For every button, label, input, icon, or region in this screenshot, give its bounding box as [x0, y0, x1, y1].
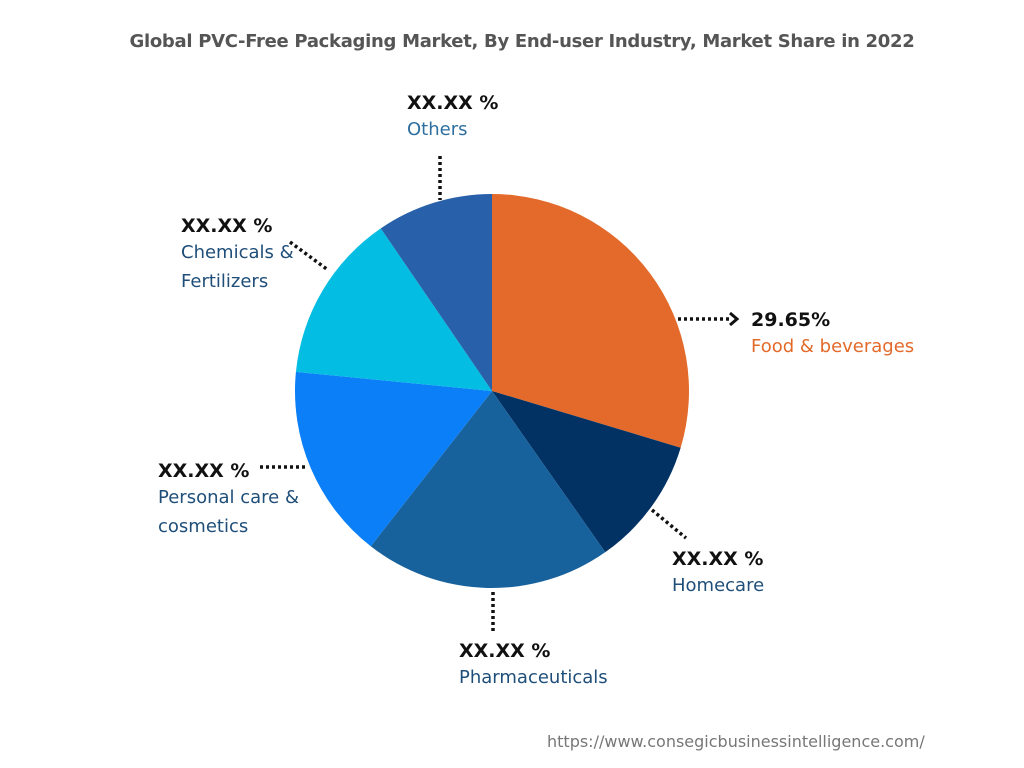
category-label: Homecare: [672, 575, 765, 596]
category-label: Personal care & cosmetics: [158, 487, 300, 537]
label-personal: XX.XX % Personal care & cosmetics: [158, 459, 299, 541]
pie-slice-chemicals-fertilizers: [295, 228, 492, 391]
chart-title: Global PVC-Free Packaging Market, By End…: [129, 31, 915, 52]
leader-line-homecare: [650, 508, 688, 540]
label-homecare: XX.XX % Homecare: [672, 547, 764, 600]
value-label: XX.XX %: [459, 640, 551, 662]
pie-slice-homecare: [492, 391, 681, 553]
value-label: XX.XX %: [407, 92, 499, 114]
category-label: Pharmaceuticals: [459, 667, 608, 688]
pie-slice-others: [380, 194, 492, 391]
pie-slice-personal-care-cosmetics: [294, 371, 492, 547]
label-pharma: XX.XX % Pharmaceuticals: [459, 639, 608, 692]
value-label: 29.65%: [751, 309, 831, 331]
value-label: XX.XX %: [672, 548, 764, 570]
pie-slice-pharmaceuticals: [370, 391, 606, 589]
label-others: XX.XX % Others: [407, 91, 498, 144]
category-label: Others: [407, 119, 468, 140]
category-label: Chemicals & Fertilizers: [181, 242, 294, 292]
category-label: Food & beverages: [751, 336, 915, 357]
arrow-head-food: [729, 311, 740, 327]
source-url: https://www.consegicbusinessintelligence…: [547, 732, 925, 751]
label-food: 29.65% Food & beverages: [751, 308, 914, 361]
pie-slice-food-beverages: [492, 194, 689, 448]
leader-line-chemicals: [288, 240, 330, 272]
label-chemicals: XX.XX % Chemicals & Fertilizers: [181, 214, 294, 296]
value-label: XX.XX %: [181, 215, 273, 237]
value-label: XX.XX %: [158, 460, 250, 482]
